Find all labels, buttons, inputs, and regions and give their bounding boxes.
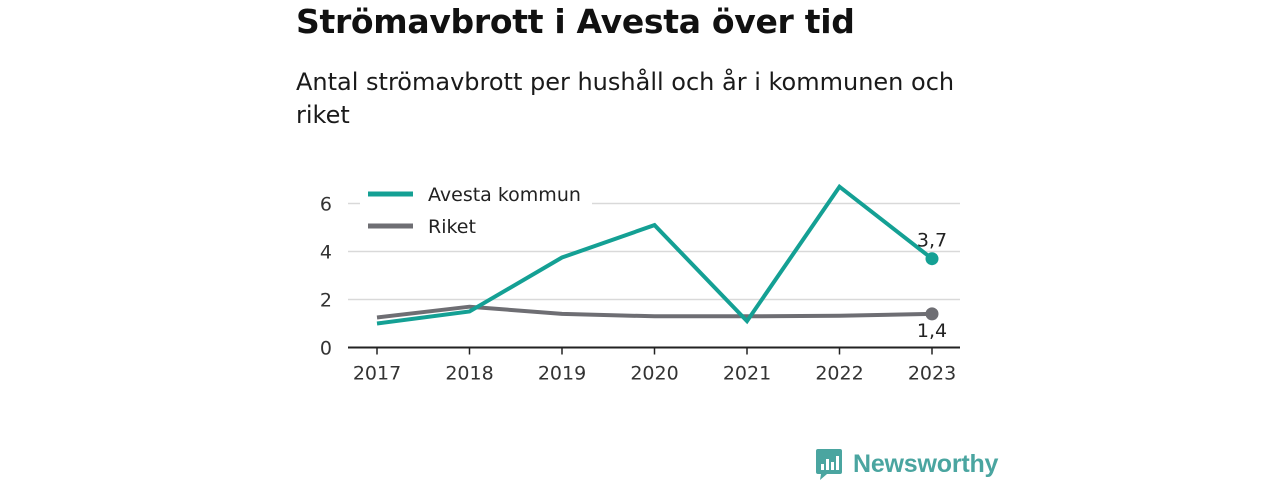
chart-title: Strömavbrott i Avesta över tid <box>296 2 855 41</box>
y-tick-label: 0 <box>320 338 332 360</box>
brand-logo: Newsworthy <box>815 447 998 481</box>
y-tick-label: 4 <box>320 242 332 264</box>
x-tick-label: 2017 <box>353 363 401 385</box>
series-line-avesta <box>376 183 934 326</box>
chart-card: Strömavbrott i Avesta över tid Antal str… <box>296 0 998 481</box>
x-tick-label: 2019 <box>538 363 586 385</box>
newsworthy-logo-icon <box>816 449 842 480</box>
brand-name: Newsworthy <box>853 449 999 478</box>
x-tick-label: 2023 <box>908 363 956 385</box>
legend-label-riket: Riket <box>428 216 476 238</box>
end-point-riket <box>925 307 939 321</box>
axes: 0 2 4 6 2017 2018 2019 2020 2021 2022 2023 <box>320 194 960 385</box>
y-tick-label: 6 <box>320 194 332 216</box>
end-point-avesta <box>925 252 939 266</box>
labels: 3,7 1,4 <box>917 230 947 342</box>
series-line-riket <box>376 304 933 320</box>
y-tick-label: 2 <box>320 290 332 312</box>
series <box>376 183 939 326</box>
x-tick-label: 2020 <box>630 363 678 385</box>
chart-subtitle: Antal strömavbrott per hushåll och år i … <box>296 68 955 129</box>
legend: Avesta kommun Riket <box>360 178 592 242</box>
x-tick-label: 2021 <box>723 363 771 385</box>
data-label-avesta: 3,7 <box>917 230 947 252</box>
legend-background <box>360 178 592 242</box>
x-tick-label: 2018 <box>445 363 493 385</box>
x-tick-label: 2022 <box>815 363 863 385</box>
legend-label-avesta: Avesta kommun <box>428 184 581 206</box>
data-label-riket: 1,4 <box>917 320 947 342</box>
